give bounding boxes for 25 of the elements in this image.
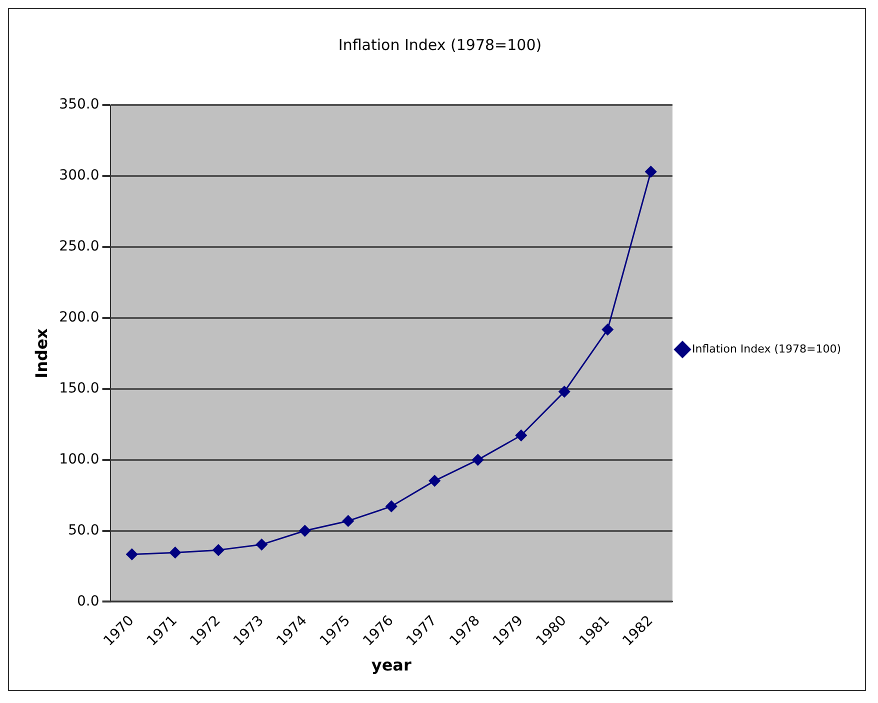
y-tick-label: 50.0 <box>68 522 100 538</box>
point <box>386 500 398 512</box>
point <box>256 538 268 550</box>
point <box>558 386 570 398</box>
y-tick-label: 350.0 <box>59 96 100 113</box>
chart-title: Inflation Index (1978=100) <box>338 36 542 54</box>
point <box>169 546 181 558</box>
y-tick-label: 100.0 <box>59 451 100 468</box>
y-axis-title: Index <box>32 328 51 378</box>
point <box>212 544 224 556</box>
y-tick-label: 150.0 <box>59 380 100 396</box>
point <box>515 430 527 442</box>
x-axis-title: year <box>371 656 412 675</box>
y-tick-label: 250.0 <box>59 238 100 255</box>
point <box>342 515 354 527</box>
legend-label: Inflation Index (1978=100) <box>692 342 842 356</box>
point <box>472 454 484 466</box>
point <box>126 548 138 560</box>
point <box>299 525 311 537</box>
point <box>602 324 614 336</box>
y-tick-label: 300.0 <box>59 168 100 184</box>
y-tick-label: 0.0 <box>77 593 100 610</box>
point <box>645 166 657 178</box>
y-tick-label: 200.0 <box>59 310 100 326</box>
point <box>428 475 440 487</box>
